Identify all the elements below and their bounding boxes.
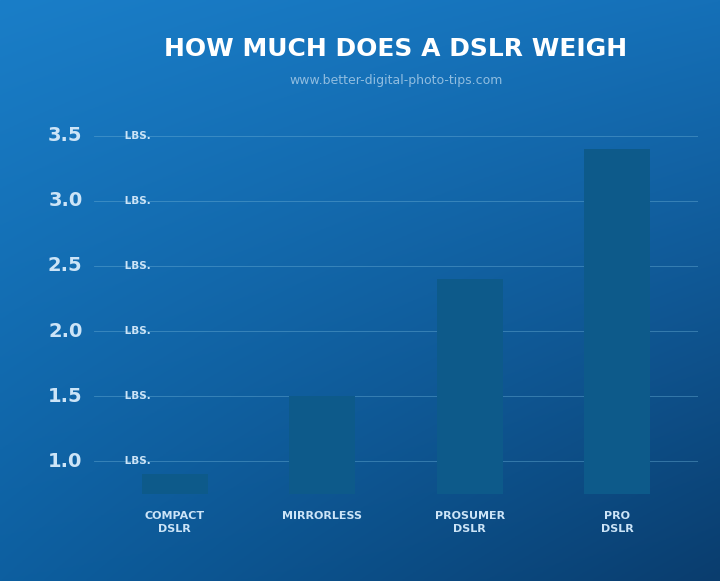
- Text: LBS.: LBS.: [122, 196, 151, 206]
- Bar: [289, 396, 356, 581]
- Text: www.better-digital-photo-tips.com: www.better-digital-photo-tips.com: [289, 74, 503, 87]
- Text: LBS.: LBS.: [122, 131, 151, 141]
- Bar: [142, 474, 208, 581]
- Text: 3.5: 3.5: [48, 126, 83, 145]
- Text: 1.0: 1.0: [48, 452, 83, 471]
- Text: 2.5: 2.5: [48, 256, 83, 275]
- Text: LBS.: LBS.: [122, 391, 151, 401]
- Text: HOW MUCH DOES A DSLR WEIGH: HOW MUCH DOES A DSLR WEIGH: [164, 37, 628, 62]
- Text: 1.5: 1.5: [48, 387, 83, 406]
- Text: LBS.: LBS.: [122, 326, 151, 336]
- Text: LBS.: LBS.: [122, 456, 151, 467]
- Bar: [436, 279, 503, 581]
- Text: 3.0: 3.0: [48, 191, 83, 210]
- Bar: [584, 149, 650, 581]
- Text: LBS.: LBS.: [122, 261, 151, 271]
- Text: 2.0: 2.0: [48, 321, 83, 340]
